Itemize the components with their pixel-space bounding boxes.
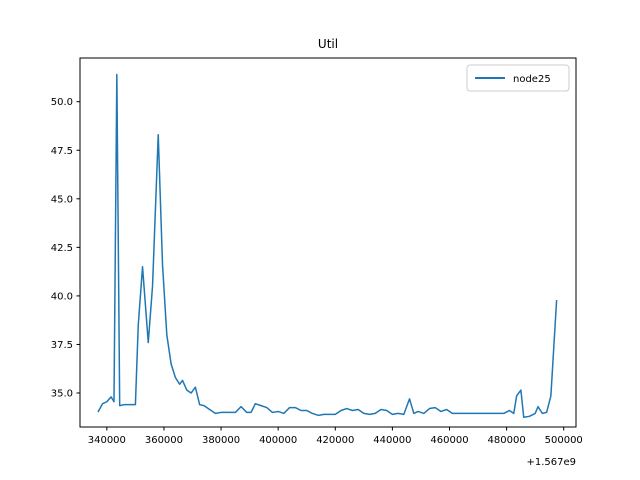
y-axis: 35.0 37.5 40.0 42.5 45.0 47.5 50.0	[51, 97, 80, 400]
x-axis-offset-label: +1.567e9	[526, 457, 576, 468]
x-tick-label: 500000	[545, 435, 583, 446]
y-tick-label: 45.0	[51, 194, 73, 205]
y-tick-label: 35.0	[51, 389, 73, 400]
y-tick-label: 50.0	[51, 97, 73, 108]
x-tick-label: 420000	[316, 435, 354, 446]
chart-title: Util	[318, 37, 338, 51]
series-line-node25	[97, 73, 558, 419]
y-tick-label: 40.0	[51, 291, 73, 302]
y-tick-label: 47.5	[51, 146, 73, 157]
x-tick-label: 400000	[259, 435, 297, 446]
x-tick-label: 380000	[202, 435, 240, 446]
x-tick-label: 440000	[373, 435, 411, 446]
legend: node25	[466, 64, 570, 92]
x-axis: 340000 360000 380000 400000 420000 440000 4600…	[88, 427, 583, 446]
x-tick-label: 460000	[430, 435, 468, 446]
x-tick-label: 340000	[88, 435, 126, 446]
plot-frame	[79, 57, 577, 428]
series-group	[97, 73, 558, 419]
y-tick-label: 37.5	[51, 340, 73, 351]
legend-label-node25: node25	[513, 74, 551, 85]
x-tick-label: 360000	[145, 435, 183, 446]
x-tick-label: 480000	[488, 435, 526, 446]
y-tick-label: 42.5	[51, 243, 73, 254]
legend-box	[466, 64, 570, 92]
